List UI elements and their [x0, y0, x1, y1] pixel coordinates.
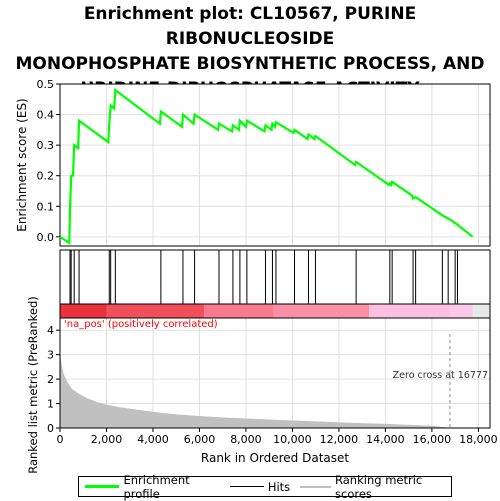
es-axis-label: Enrichment score (ES): [15, 98, 29, 231]
es-ytick-label: 0.3: [37, 139, 55, 152]
legend-label-hits: Hits: [267, 479, 291, 494]
metric-plot-frame: [59, 317, 491, 429]
correlation-bar-segment: [273, 304, 370, 318]
metric-xtick-label: 8,000: [230, 433, 262, 446]
metric-axis-label: Ranked list metric (PreRanked): [26, 296, 40, 474]
enrichment-profile-line: [59, 87, 474, 245]
hits-area: [59, 249, 491, 305]
ranking-metric-area: [59, 354, 473, 429]
metric-ytick-label: 4: [47, 324, 54, 337]
correlation-bar-segment: [204, 304, 274, 318]
metric-xtick-label: 0: [57, 433, 64, 446]
metric-xtick-label: 16,000: [413, 433, 452, 446]
es-plot-frame: [59, 83, 491, 247]
metric-xtick-label: 2,000: [91, 433, 123, 446]
ranked-metric-panel: 0 1 2 3 4 0 2,000 4,000 6,000 8,000 10,000 12,000 14…: [26, 296, 498, 474]
metric-ytick-label: 0: [47, 422, 54, 435]
correlation-bar-segment: [369, 304, 450, 318]
metric-ytick-label: 3: [47, 349, 54, 362]
title-line-1: Enrichment plot: CL10567, PURINE RIBONUC…: [83, 4, 417, 49]
es-ytick-label: 0.1: [37, 200, 55, 213]
metric-xtick-label: 14,000: [366, 433, 405, 446]
es-panel: 0.0 0.1 0.2 0.3 0.4 0.5 Enrichment score (ES): [15, 78, 491, 247]
hits-panel: [59, 249, 491, 319]
metric-ytick-label: 2: [47, 373, 54, 386]
correlation-bar-segment: [60, 304, 107, 318]
es-ytick-label: 0.2: [37, 170, 55, 183]
metric-xtick-label: 6,000: [184, 433, 216, 446]
legend-swatch-hits: [229, 486, 264, 487]
title-line-2: MONOPHOSPHATE BIOSYNTHETIC PROCESS, AND: [15, 54, 485, 74]
legend-item-ranking: Ranking metric scores: [300, 473, 451, 501]
es-plot-area: [60, 84, 490, 246]
positive-correlation-label: 'na_pos' (positively correlated): [64, 319, 218, 330]
correlation-bar-tail: [472, 304, 490, 318]
legend: Enrichment profile Hits Ranking metric s…: [78, 473, 452, 501]
metric-xtick-label: 18,000: [459, 433, 498, 446]
metric-xtick-label: 10,000: [273, 433, 312, 446]
metric-ytick-label: 1: [47, 398, 54, 411]
correlation-bar-segment: [449, 304, 473, 318]
es-ytick-label: 0.4: [37, 109, 55, 122]
es-ytick-label: 0.5: [37, 78, 55, 91]
es-ytick-label: 0.0: [37, 231, 55, 244]
correlation-bar-segment: [106, 304, 205, 318]
x-axis-label: Rank in Ordered Dataset: [201, 451, 349, 465]
legend-item-enrichment: Enrichment profile: [85, 473, 220, 501]
legend-label-enrichment: Enrichment profile: [123, 472, 190, 501]
legend-label-ranking: Ranking metric scores: [335, 472, 423, 501]
metric-xtick-label: 4,000: [137, 433, 169, 446]
metric-xtick-label: 12,000: [320, 433, 359, 446]
legend-swatch-enrichment: [85, 485, 120, 488]
zero-cross-label: Zero cross at 16777: [393, 370, 488, 381]
legend-swatch-ranking: [300, 485, 332, 488]
legend-item-hits: Hits: [229, 479, 291, 494]
